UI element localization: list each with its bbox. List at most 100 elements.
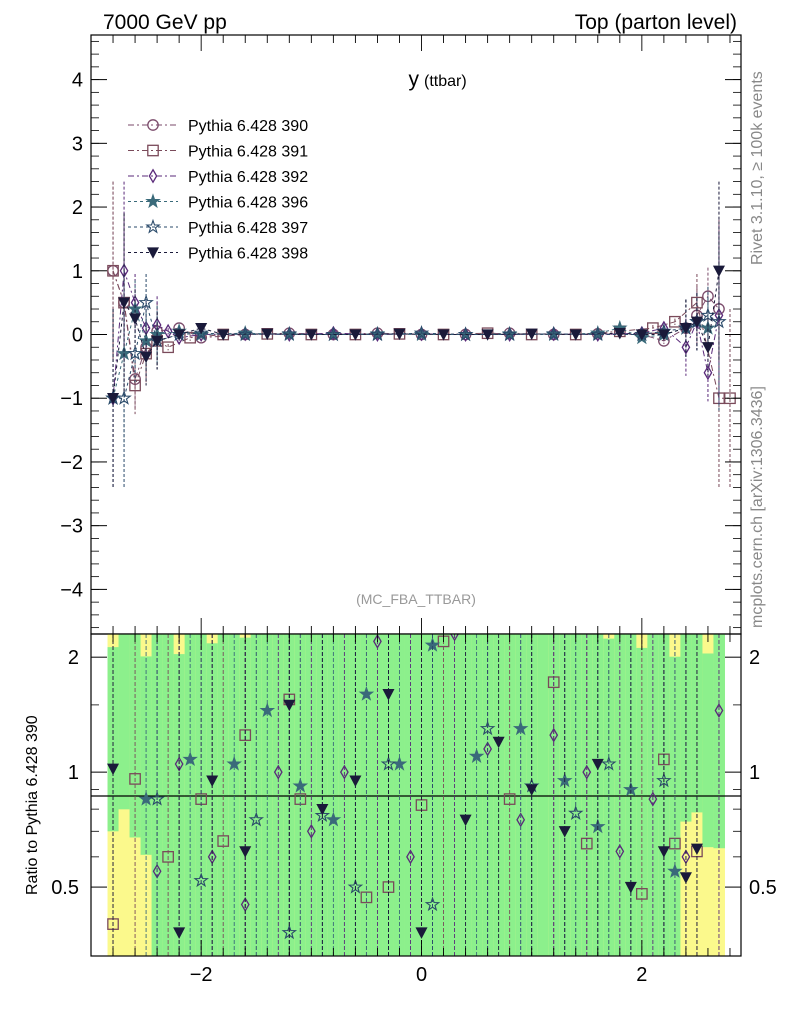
main-data-point <box>237 326 253 342</box>
x-tick-label: −2 <box>190 964 213 986</box>
ratio-frame <box>90 633 742 957</box>
ratio-data-point <box>239 846 252 858</box>
ratio-data-point <box>667 863 683 878</box>
ratio-inner-band <box>636 647 648 956</box>
main-data-point <box>281 325 298 341</box>
ratio-inner-band <box>129 634 142 838</box>
ratio-y-tick-label-right: 1 <box>749 762 760 784</box>
main-data-point <box>437 329 450 341</box>
ratio-inner-band <box>272 634 285 956</box>
ratio-data-point <box>358 686 375 701</box>
ratio-inner-band <box>691 634 703 813</box>
legend-entry: Pythia 6.428 398 <box>128 246 308 263</box>
main-series-4 <box>105 232 727 488</box>
ratio-data-point <box>316 803 329 816</box>
ratio-inner-band <box>162 634 175 956</box>
ratio-inner-band <box>658 634 670 956</box>
legend-label: Pythia 6.428 396 <box>188 195 308 212</box>
ratio-data-point <box>635 888 648 900</box>
main-data-point <box>647 322 659 334</box>
ratio-inner-band <box>327 634 340 956</box>
main-data-point <box>545 325 562 341</box>
main-data-point <box>635 329 648 341</box>
main-data-point <box>129 313 142 325</box>
ratio-inner-band <box>537 634 549 956</box>
main-series-line <box>113 302 720 399</box>
main-y-tick-label: 4 <box>72 70 83 92</box>
main-data-point <box>328 325 338 341</box>
ratio-data-point <box>339 764 349 780</box>
ratio-data-point <box>382 689 395 701</box>
analysis-tag: (MC_FBA_TTBAR) <box>356 591 476 607</box>
main-data-point <box>703 365 713 381</box>
ratio-y-axis-label: Ratio to Pythia 6.428 390 <box>24 715 41 895</box>
ratio-inner-band <box>217 634 230 956</box>
ratio-data-point <box>657 846 670 858</box>
ratio-inner-band <box>184 634 197 956</box>
main-data-point <box>681 339 691 355</box>
ratio-data-point <box>226 755 242 771</box>
main-data-point <box>138 294 154 310</box>
ratio-y-tick-label-right: 2 <box>749 647 760 669</box>
ratio-data-point <box>591 758 604 771</box>
main-data-point <box>162 341 174 354</box>
ratio-data-point <box>679 872 692 884</box>
main-data-point <box>690 316 703 329</box>
ratio-y-tick-label-right: 0.5 <box>749 877 777 899</box>
main-data-point <box>413 324 430 340</box>
main-y-tick-label: −3 <box>60 516 83 538</box>
ratio-data-point <box>656 772 672 788</box>
main-series-0 <box>107 181 725 408</box>
ratio-data-point <box>206 775 219 787</box>
ratio-data-point <box>182 751 198 766</box>
ratio-inner-band <box>382 634 395 956</box>
ratio-data-point <box>615 843 625 859</box>
ratio-inner-band <box>570 634 582 956</box>
main-data-point <box>118 297 131 309</box>
ratio-inner-band <box>305 634 318 956</box>
ratio-inner-band <box>471 634 483 956</box>
x-tick-label: 2 <box>636 964 647 986</box>
ratio-panel: 0.5 0.5 1 1 2 2 −2 0 2 Ratio to Pythia 6.428 39… <box>24 633 777 986</box>
ratio-inner-band <box>482 634 494 956</box>
main-title-suffix: (ttbar) <box>424 73 467 90</box>
ratio-inner-band <box>515 634 527 956</box>
main-data-point <box>525 328 538 341</box>
main-data-point <box>217 329 230 341</box>
main-y-tick-label: −2 <box>60 452 83 474</box>
ratio-y-tick-label: 1 <box>68 762 79 784</box>
rivet-version-label: Rivet 3.1.10, ≥ 100k events <box>749 71 766 265</box>
main-y-tick-label: −4 <box>60 579 83 601</box>
legend-label: Pythia 6.428 392 <box>188 169 308 186</box>
ratio-inner-band <box>449 634 461 956</box>
main-data-point <box>369 326 386 342</box>
ratio-data-point <box>568 805 584 820</box>
main-data-point <box>669 315 681 328</box>
ratio-data-point <box>503 793 516 805</box>
ratio-data-point <box>415 927 428 939</box>
ratio-data-point <box>525 784 538 796</box>
ratio-data-point <box>479 720 496 736</box>
ratio-inner-band <box>118 634 131 810</box>
main-data-point <box>590 326 606 342</box>
ratio-inner-band <box>283 634 296 956</box>
ratio-data-point <box>248 811 264 827</box>
main-data-point <box>712 265 725 278</box>
ratio-inner-band <box>438 634 450 956</box>
ratio-inner-band <box>316 634 329 956</box>
legend-entry: Pythia 6.428 390 <box>128 118 308 135</box>
main-data-point <box>457 326 474 342</box>
main-data-point <box>393 328 406 341</box>
ratio-data-point <box>512 720 529 736</box>
main-y-tick-label: 0 <box>72 325 83 347</box>
main-series-3 <box>105 264 716 488</box>
main-data-point <box>107 393 120 405</box>
main-data-point <box>184 331 197 344</box>
ratio-data-point <box>549 727 559 743</box>
ratio-inner-band <box>592 634 604 956</box>
ratio-data-point <box>239 729 252 741</box>
ratio-data-point <box>107 763 120 776</box>
main-data-point <box>261 328 274 341</box>
energy-label: 7000 GeV pp <box>103 11 227 34</box>
ratio-data-point <box>174 756 184 772</box>
